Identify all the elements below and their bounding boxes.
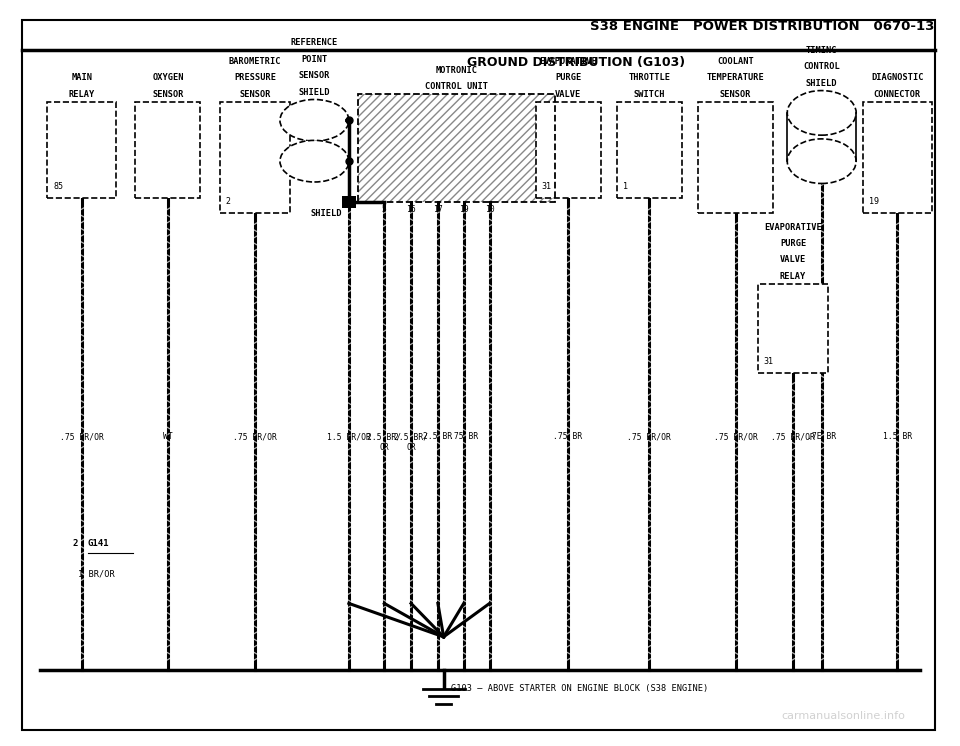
- Text: 16: 16: [406, 205, 416, 214]
- Text: 1: 1: [623, 182, 628, 191]
- Text: G103 — ABOVE STARTER ON ENGINE BLOCK (S38 ENGINE): G103 — ABOVE STARTER ON ENGINE BLOCK (S3…: [451, 683, 708, 693]
- Text: .75 BR/OR: .75 BR/OR: [233, 433, 277, 442]
- Text: GROUND DISTRIBUTION (G103): GROUND DISTRIBUTION (G103): [467, 56, 684, 69]
- Text: 10: 10: [485, 205, 494, 214]
- Text: TIMING: TIMING: [806, 46, 837, 55]
- Ellipse shape: [280, 99, 348, 141]
- Text: EVAPORATIVE: EVAPORATIVE: [540, 57, 597, 66]
- Bar: [536, 101, 601, 198]
- Text: 19: 19: [869, 197, 878, 206]
- Text: G141: G141: [87, 539, 109, 548]
- Text: CONTROL UNIT: CONTROL UNIT: [425, 82, 488, 91]
- Text: 2.5 BR/
OR: 2.5 BR/ OR: [394, 433, 428, 452]
- Text: PURGE: PURGE: [555, 73, 581, 82]
- Text: .75 BR: .75 BR: [449, 433, 478, 442]
- Text: carmanualsonline.info: carmanualsonline.info: [781, 712, 905, 721]
- Text: SENSOR: SENSOR: [239, 90, 271, 98]
- Text: RELAY: RELAY: [69, 90, 95, 98]
- Text: PURGE: PURGE: [780, 239, 806, 248]
- Bar: [47, 101, 116, 198]
- Bar: [220, 101, 291, 213]
- Text: SHIELD: SHIELD: [311, 210, 342, 219]
- Bar: [698, 101, 773, 213]
- Text: S38 ENGINE   POWER DISTRIBUTION   0670-13: S38 ENGINE POWER DISTRIBUTION 0670-13: [590, 19, 935, 33]
- Text: 1.5 BR: 1.5 BR: [883, 433, 912, 442]
- Text: 31: 31: [541, 182, 551, 191]
- Text: MAIN: MAIN: [71, 73, 92, 82]
- Text: DIAGNOSTIC: DIAGNOSTIC: [871, 73, 924, 82]
- Text: SHIELD: SHIELD: [806, 78, 837, 87]
- Text: EVAPORATIVE: EVAPORATIVE: [764, 223, 822, 232]
- Bar: [863, 101, 932, 213]
- Text: SENSOR: SENSOR: [299, 71, 330, 80]
- Text: PRESSURE: PRESSURE: [234, 73, 276, 82]
- Text: SENSOR: SENSOR: [153, 90, 183, 98]
- Text: BAROMETRIC: BAROMETRIC: [228, 57, 281, 66]
- Bar: [358, 94, 555, 202]
- Text: CONNECTOR: CONNECTOR: [874, 90, 921, 98]
- Bar: [617, 101, 682, 198]
- Text: OXYGEN: OXYGEN: [153, 73, 183, 82]
- Text: VALVE: VALVE: [780, 255, 806, 265]
- Text: SENSOR: SENSOR: [720, 90, 752, 98]
- Bar: [757, 283, 828, 373]
- Ellipse shape: [787, 139, 856, 184]
- Ellipse shape: [787, 90, 856, 135]
- Text: 5: 5: [382, 205, 387, 214]
- Text: TEMPERATURE: TEMPERATURE: [707, 73, 764, 82]
- Text: 2.5 BR/
OR: 2.5 BR/ OR: [368, 433, 401, 452]
- Text: SHIELD: SHIELD: [299, 87, 330, 96]
- Text: 2: 2: [226, 197, 230, 206]
- Ellipse shape: [280, 140, 348, 182]
- Text: 2: 2: [73, 539, 78, 548]
- Text: 31: 31: [763, 357, 774, 366]
- Text: THROTTLE: THROTTLE: [629, 73, 670, 82]
- Text: .75 BR/OR: .75 BR/OR: [60, 433, 104, 442]
- Bar: [358, 94, 555, 202]
- Text: CONTROL: CONTROL: [804, 62, 840, 72]
- Text: MOTRONIC: MOTRONIC: [436, 66, 477, 75]
- Bar: [135, 101, 201, 198]
- Text: .75 BR/OR: .75 BR/OR: [771, 433, 815, 442]
- Text: SWITCH: SWITCH: [634, 90, 665, 98]
- Text: 2.5 BR: 2.5 BR: [423, 433, 452, 442]
- Text: VALVE: VALVE: [555, 90, 581, 98]
- Text: 1.5 BR/OR: 1.5 BR/OR: [327, 433, 371, 442]
- Text: RELAY: RELAY: [780, 272, 806, 280]
- Text: .75 BR: .75 BR: [553, 433, 583, 442]
- Text: .7E BR: .7E BR: [807, 433, 836, 442]
- Bar: [342, 196, 355, 208]
- Text: 17: 17: [433, 205, 443, 214]
- Text: 19: 19: [459, 205, 468, 214]
- Text: WT: WT: [163, 433, 173, 442]
- Text: 85: 85: [53, 182, 63, 191]
- Text: REFERENCE: REFERENCE: [291, 39, 338, 48]
- Text: POINT: POINT: [301, 54, 327, 64]
- Text: COOLANT: COOLANT: [717, 57, 754, 66]
- Text: .75 BR/OR: .75 BR/OR: [713, 433, 757, 442]
- Text: 1 BR/OR: 1 BR/OR: [78, 569, 114, 578]
- Text: .75 BR/OR: .75 BR/OR: [628, 433, 671, 442]
